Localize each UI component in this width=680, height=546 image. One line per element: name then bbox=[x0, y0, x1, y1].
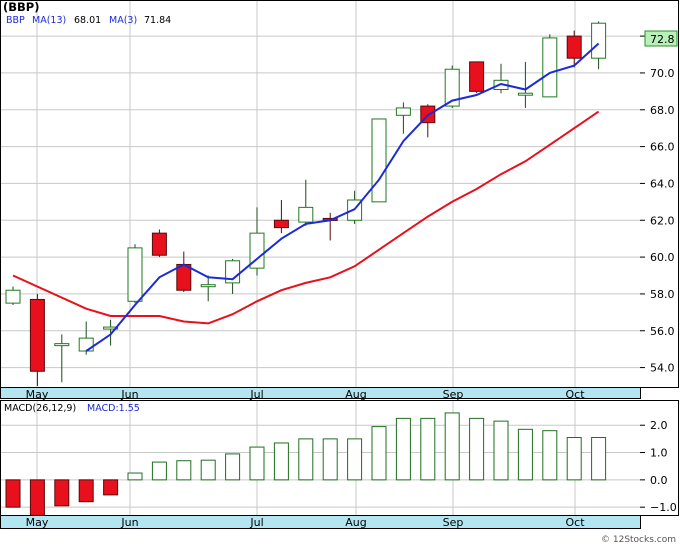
ma13-legend-value: 68.01 bbox=[74, 15, 101, 26]
price-y-tick-label: 56.0 bbox=[650, 325, 675, 338]
macd-x-axis-band bbox=[0, 515, 641, 529]
candle-body bbox=[103, 326, 119, 330]
candle-body bbox=[5, 289, 21, 304]
macd-y-tick-label: 0.0 bbox=[650, 474, 668, 487]
candle-body bbox=[469, 61, 485, 92]
macd-bar-positive bbox=[469, 417, 485, 481]
macd-y-tick-label: 1.0 bbox=[650, 447, 668, 460]
ma3-line bbox=[85, 42, 600, 352]
price-x-tick-label: Oct bbox=[565, 388, 585, 401]
macd-y-axis: −1.0 0.0 1.0 2.0 bbox=[640, 419, 677, 514]
macd-bar-negative bbox=[103, 479, 119, 496]
macd-bar-positive bbox=[493, 420, 509, 481]
macd-bar-positive bbox=[176, 460, 192, 481]
macd-bar-positive bbox=[371, 426, 387, 481]
macd-bar-positive bbox=[200, 459, 216, 481]
macd-panel-frame bbox=[0, 400, 679, 516]
candle-body bbox=[371, 118, 387, 203]
price-x-tick-label: Sep bbox=[443, 388, 464, 401]
candle-body bbox=[273, 219, 289, 229]
price-panel-frame bbox=[0, 0, 679, 388]
candle-body bbox=[151, 232, 167, 256]
macd-bar-positive bbox=[591, 437, 607, 481]
price-x-tick-label: May bbox=[26, 388, 49, 401]
legend-symbol: BBP bbox=[6, 15, 25, 26]
price-gridlines bbox=[1, 1, 640, 387]
ma3-legend-value: 71.84 bbox=[144, 15, 171, 26]
candle-body bbox=[591, 22, 607, 59]
watermark: © 12Stocks.com bbox=[601, 535, 676, 545]
price-x-axis: May Jun Jul Aug Sep Oct bbox=[26, 388, 586, 401]
candle-body bbox=[542, 37, 558, 98]
macd-bar-positive bbox=[542, 430, 558, 481]
candle-body bbox=[444, 68, 460, 107]
macd-x-tick-label: Oct bbox=[565, 516, 585, 529]
macd-bar-positive bbox=[322, 438, 338, 481]
candle-body bbox=[566, 35, 582, 59]
macd-x-axis: May Jun Jul Aug Sep Oct bbox=[26, 516, 586, 529]
candle-body bbox=[54, 343, 70, 347]
macd-bar-positive bbox=[225, 453, 241, 481]
macd-bar-positive bbox=[517, 428, 533, 481]
macd-bar-positive bbox=[127, 472, 143, 481]
macd-x-tick-label: Aug bbox=[345, 516, 366, 529]
macd-bar-positive bbox=[151, 461, 167, 481]
price-y-tick-label: 60.0 bbox=[650, 251, 675, 264]
macd-bar-positive bbox=[566, 437, 582, 481]
last-price-box bbox=[644, 30, 678, 47]
macd-bar-positive bbox=[249, 446, 265, 481]
macd-x-tick-label: May bbox=[26, 516, 49, 529]
macd-bar-positive bbox=[444, 412, 460, 481]
macd-bar-negative bbox=[29, 479, 45, 516]
macd-bar-negative bbox=[54, 479, 70, 507]
price-y-tick-label: 62.0 bbox=[650, 214, 675, 227]
candle-body bbox=[200, 284, 216, 288]
candle-body bbox=[395, 107, 411, 116]
price-y-tick-label: 64.0 bbox=[650, 177, 675, 190]
chart-title: (BBP) bbox=[3, 0, 39, 14]
macd-histogram bbox=[5, 412, 607, 516]
price-x-tick-label: Aug bbox=[345, 388, 366, 401]
price-x-axis-band bbox=[0, 387, 641, 399]
macd-x-tick-label: Jul bbox=[249, 516, 263, 529]
macd-y-tick-label: −1.0 bbox=[650, 501, 677, 514]
price-y-tick-label: 68.0 bbox=[650, 104, 675, 117]
price-y-tick-label: 58.0 bbox=[650, 288, 675, 301]
candle-body bbox=[517, 92, 533, 96]
macd-legend-label: MACD(26,12,9) bbox=[4, 403, 76, 414]
macd-bar-positive bbox=[273, 442, 289, 481]
macd-x-tick-label: Sep bbox=[443, 516, 464, 529]
candle-body bbox=[78, 337, 94, 352]
macd-bar-negative bbox=[78, 479, 94, 503]
ma3-legend-label: MA(3) bbox=[109, 15, 137, 26]
price-y-tick-label: 70.0 bbox=[650, 67, 675, 80]
candle-body bbox=[249, 232, 265, 269]
macd-bar-positive bbox=[347, 438, 363, 481]
macd-x-tick-label: Jun bbox=[120, 516, 138, 529]
last-price-label: 72.8 bbox=[650, 33, 675, 46]
macd-bar-negative bbox=[5, 479, 21, 508]
candle-body bbox=[176, 263, 192, 291]
ma13-line bbox=[12, 110, 600, 325]
macd-y-tick-label: 2.0 bbox=[650, 419, 668, 432]
ma13-legend-label: MA(13) bbox=[32, 15, 66, 26]
candle-body bbox=[127, 247, 143, 302]
macd-legend-value: MACD:1.55 bbox=[87, 403, 140, 414]
macd-bar-positive bbox=[395, 417, 411, 481]
candle-body bbox=[29, 298, 45, 372]
price-x-tick-label: Jun bbox=[120, 388, 138, 401]
price-x-tick-label: Jul bbox=[249, 388, 263, 401]
price-y-tick-label: 54.0 bbox=[650, 362, 675, 375]
candle-body bbox=[298, 206, 314, 223]
price-y-tick-label: 66.0 bbox=[650, 141, 675, 154]
macd-bar-positive bbox=[298, 438, 314, 481]
macd-bar-positive bbox=[420, 417, 436, 481]
